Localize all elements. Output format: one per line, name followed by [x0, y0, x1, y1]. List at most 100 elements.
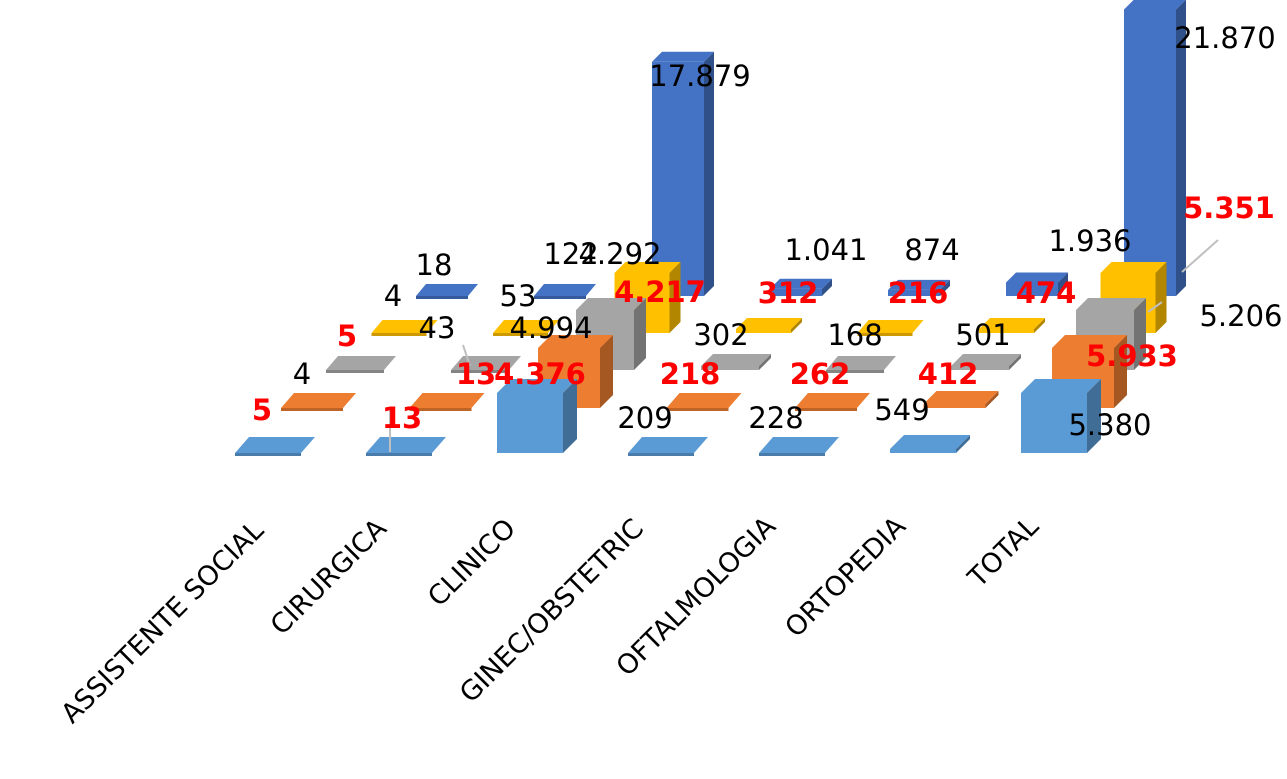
bar-4-ginec-obstetric — [736, 318, 802, 333]
bar-slab — [759, 437, 839, 453]
data-label-4-cirurgica: 13 — [456, 357, 496, 391]
bar-front — [736, 329, 791, 333]
bar-top — [1052, 335, 1127, 348]
data-label-2-ginec-obstetric: 218 — [660, 357, 721, 391]
data-label-6-assistente-social: 18 — [416, 248, 453, 282]
bar-side — [791, 318, 802, 333]
bar-side — [600, 335, 613, 408]
category-label-ortopedia: ORTOPEDIA — [779, 511, 912, 644]
bar-4-assistente-social — [371, 320, 438, 336]
bar-front — [1021, 393, 1087, 453]
bar-slab-edge — [235, 453, 301, 456]
data-label-5-clinico: 4.292 — [578, 237, 661, 271]
bar-front — [1006, 282, 1058, 296]
data-label-5-assistente-social: 4 — [384, 279, 402, 313]
bar-top — [1124, 0, 1186, 10]
bar-top — [888, 279, 950, 290]
bar-5-assistente-social — [416, 284, 478, 299]
bar-front — [951, 366, 1009, 370]
bar-slab-edge — [826, 370, 884, 373]
bar-top — [614, 262, 681, 273]
bar-1-clinico — [497, 379, 577, 453]
bar-top — [497, 379, 577, 393]
data-label-3-total: 5.206 — [1199, 299, 1282, 333]
data-label-3-clinico: 4.994 — [509, 311, 592, 345]
bar-top — [736, 318, 802, 329]
category-label-assistente-social: ASSISTENTE SOCIAL — [55, 515, 270, 730]
bar-5-ortopedia — [1006, 272, 1068, 296]
bar-front — [1124, 9, 1176, 297]
data-label-4-ginec-obstetric: 312 — [758, 276, 819, 310]
category-label-total: TOTAL — [962, 511, 1045, 594]
data-label-4-clinico: 4.217 — [614, 275, 706, 309]
bar-slab — [795, 393, 870, 408]
data-label-3-assistente-social: 4 — [293, 357, 311, 391]
category-label-cirurgica: CIRURGICA — [265, 513, 394, 642]
bar-slab-edge — [759, 453, 825, 456]
data-label-5-oftalmologia: 874 — [904, 233, 959, 267]
bar-slab — [493, 320, 559, 333]
bars-layer — [235, 0, 1186, 456]
bar-front — [701, 366, 759, 370]
data-label-5-total: 21.870 — [1174, 21, 1275, 55]
data-label-4-total: 5.351 — [1183, 191, 1275, 225]
data-label-1-ortopedia: 549 — [874, 393, 929, 427]
bar-2-ortopedia — [923, 391, 999, 408]
bar-side — [563, 379, 577, 453]
bar-1-oftalmologia — [759, 437, 839, 456]
data-label-2-cirurgica: 13 — [382, 401, 422, 435]
bar-3-oftalmologia — [826, 356, 896, 373]
bar-3-ortopedia — [951, 354, 1021, 370]
bar-slab-edge — [795, 408, 857, 411]
bar-side — [634, 298, 646, 370]
bar-front — [979, 329, 1034, 333]
bar-top — [923, 391, 999, 404]
bar-4-cirurgica — [493, 320, 559, 336]
bar-slab-edge — [493, 333, 548, 336]
leader-line-4 — [1147, 301, 1163, 313]
bar-5-total — [1124, 0, 1186, 297]
data-label-1-oftalmologia: 228 — [748, 401, 803, 435]
bar-top — [538, 335, 613, 348]
bar-top — [979, 318, 1045, 329]
bar-5-clinico — [652, 51, 714, 297]
leader-line-2 — [462, 344, 471, 367]
bar-2-ginec-obstetric — [666, 393, 742, 411]
bar-top — [701, 354, 771, 366]
data-label-2-assistente-social: 5 — [252, 393, 272, 427]
data-label-4-ortopedia: 474 — [1016, 276, 1077, 310]
bar-1-ginec-obstetric — [628, 437, 708, 456]
bar-1-ortopedia — [890, 435, 970, 453]
bar-side — [704, 51, 714, 297]
bar-front — [652, 61, 704, 297]
bar-1-assistente-social — [235, 437, 315, 456]
data-label-2-oftalmologia: 262 — [790, 357, 851, 391]
bar-side — [759, 354, 771, 370]
category-label-clinico: CLINICO — [422, 513, 522, 613]
bar-top — [576, 298, 646, 310]
data-label-3-ginec-obstetric: 302 — [693, 318, 748, 352]
data-label-1-ginec-obstetric: 209 — [617, 401, 672, 435]
bar-side — [669, 262, 681, 333]
data-label-5-ginec-obstetric: 1.041 — [784, 233, 867, 267]
bar-top — [951, 354, 1021, 366]
bar-slab — [371, 320, 438, 333]
data-label-2-ortopedia: 412 — [918, 357, 979, 391]
bar-2-oftalmologia — [795, 393, 870, 411]
bar-top — [1021, 379, 1101, 393]
bar-slab-edge — [451, 370, 509, 373]
bar-2-total — [1052, 335, 1127, 408]
bar-1-cirurgica — [366, 437, 446, 456]
bar-slab-edge — [628, 453, 694, 456]
bar-side — [956, 435, 970, 453]
data-label-1-total: 5.380 — [1068, 408, 1151, 442]
data-label-2-clinico: 4.376 — [494, 357, 586, 391]
bar-side — [1087, 379, 1101, 453]
bar-slab — [666, 393, 742, 408]
bar-side — [822, 278, 832, 296]
bar-top — [1076, 298, 1146, 310]
bar-slab-edge — [281, 408, 343, 411]
bar-slab-edge — [326, 370, 384, 373]
bar-1-total — [1021, 379, 1101, 453]
